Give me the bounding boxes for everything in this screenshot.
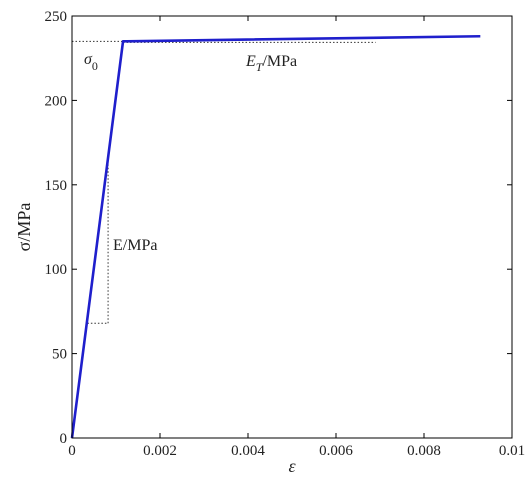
y-tick-label: 250 [45,9,68,25]
y-tick-label: 50 [52,347,67,363]
y-tick-label: 200 [45,93,68,109]
y-axis-title: σ/MPa [14,203,34,252]
x-tick-label: 0.002 [143,443,177,459]
et-subscript: T [256,60,264,74]
elastic-modulus-annotation: E/MPa [113,237,157,254]
x-tick-label: 0.008 [407,443,441,459]
y-axis: 0 50 100 150 200 250 [45,9,512,447]
x-axis-title: ε [288,456,296,476]
series-line-0 [70,34,481,439]
x-tick-label: 0.004 [231,443,265,459]
plot-frame [71,15,513,439]
y-tick-label: 150 [45,178,68,194]
x-tick-label: 0.006 [319,443,353,459]
x-tick-label: 0 [68,443,76,459]
tangent-modulus-annotation: ET/MPa [245,53,297,74]
sigma0-annotation: σ0 [84,51,98,73]
plot-area [72,16,512,438]
y-tick-label: 0 [60,431,68,447]
guide-lines [72,40,376,324]
sigma0-subscript: 0 [92,59,98,73]
series-group [70,34,481,439]
x-axis: 0 0.002 0.004 0.006 0.008 0.01 [68,16,525,459]
et-base: E [245,53,256,70]
et-suffix: /MPa [262,53,297,70]
sigma0-base: σ [84,51,93,68]
y-tick-label: 100 [45,262,68,278]
x-tick-label: 0.01 [499,443,525,459]
